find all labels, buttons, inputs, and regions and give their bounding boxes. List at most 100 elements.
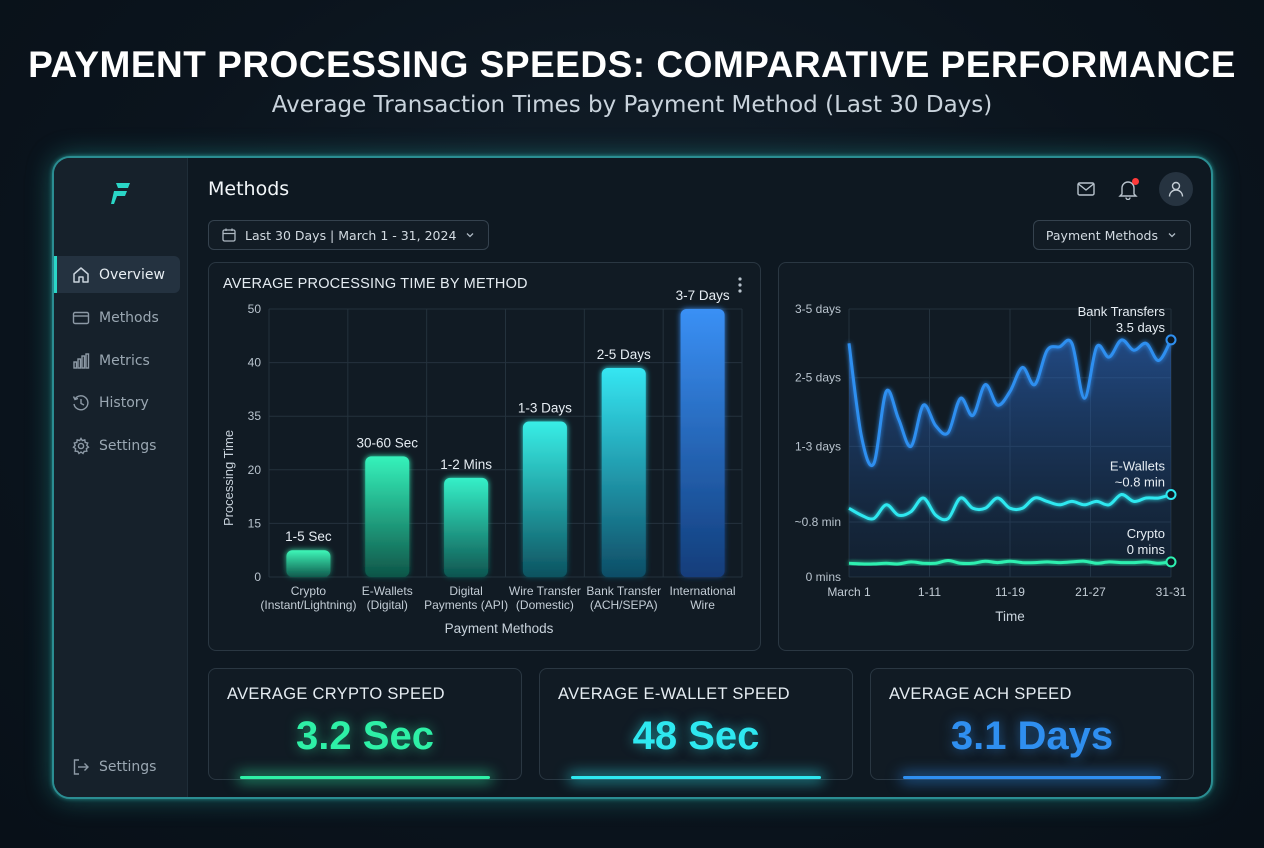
bar-category-label: (Instant/Lightning) — [260, 598, 356, 612]
sidebar-item-history[interactable]: History — [54, 384, 180, 421]
page-title: Methods — [208, 178, 290, 200]
bar-category-label: Wire — [690, 598, 715, 612]
bar-y-tick-label: 0 — [254, 570, 261, 584]
bar-category-label: (ACH/SEPA) — [590, 598, 658, 612]
bar-category-label: (Digital) — [367, 598, 408, 612]
page-header-subtitle: Average Transaction Times by Payment Met… — [271, 92, 993, 118]
line-x-tick-label: 11-19 — [995, 585, 1025, 599]
home-icon — [73, 266, 89, 283]
sidebar: Overview Methods Metrics History Setting… — [54, 158, 188, 797]
series-end-point[interactable] — [1165, 556, 1177, 568]
kpi-value: 3.2 Sec — [296, 714, 434, 758]
notifications-button[interactable] — [1117, 178, 1139, 201]
bar[interactable] — [680, 309, 725, 577]
line-y-tick-label: 2-5 days — [795, 371, 841, 385]
sidebar-item-overview[interactable]: Overview — [54, 256, 180, 293]
payment-methods-dropdown[interactable]: Payment Methods — [1032, 220, 1191, 250]
sidebar-item-label: Metrics — [99, 352, 150, 369]
bar-data-label: 2-5 Days — [597, 347, 651, 362]
calendar-icon — [222, 228, 236, 242]
bar[interactable] — [286, 550, 331, 577]
series-end-point[interactable] — [1165, 334, 1177, 346]
bar[interactable] — [601, 367, 646, 577]
sidebar-item-metrics[interactable]: Metrics — [54, 342, 180, 379]
notification-badge — [1132, 178, 1139, 185]
bar-y-tick-label: 40 — [248, 356, 262, 370]
kpi-glow-bar — [903, 776, 1161, 779]
bar-data-label: 30-60 Sec — [356, 435, 418, 450]
bar[interactable] — [444, 477, 489, 577]
sidebar-item-label: History — [99, 394, 149, 411]
line-y-tick-label: 3-5 days — [795, 302, 841, 316]
bar-data-label: 1-5 Sec — [285, 529, 332, 544]
more-options-icon[interactable] — [738, 277, 742, 293]
bar-y-tick-label: 35 — [248, 409, 262, 423]
kpi-label: AVERAGE E-WALLET SPEED — [558, 685, 790, 703]
bar-chart: 0 15 20 35 40 50 1-5 Sec Crypto(Instant/Lightni… — [221, 288, 743, 636]
series-line[interactable] — [848, 493, 1172, 522]
bar-category-label: Bank Transfer — [586, 584, 661, 598]
bar-chart-card: AVERAGE PROCESSING TIME BY METHOD 0 15 20 3… — [208, 262, 761, 651]
line-chart-card: 0 mins ~0.8 min 1-3 days 2-5 days 3-5 days Ma… — [778, 262, 1194, 651]
bar-category-label: Wire Transfer — [509, 584, 581, 598]
payment-methods-label: Payment Methods — [1045, 227, 1158, 243]
date-range-dropdown[interactable]: Last 30 Days | March 1 - 31, 2024 — [208, 220, 490, 250]
sidebar-item-label: Methods — [99, 309, 159, 326]
chevron-down-icon — [1168, 233, 1176, 238]
kpi-value: 48 Sec — [632, 714, 760, 758]
line-y-tick-label: ~0.8 min — [795, 515, 841, 529]
series-end-point[interactable] — [1165, 489, 1177, 501]
gear-icon — [72, 436, 90, 455]
bar-x-axis-label: Payment Methods — [445, 621, 554, 636]
line-x-axis-label: Time — [995, 609, 1025, 624]
bar-y-tick-label: 50 — [248, 302, 262, 316]
avatar[interactable] — [1159, 172, 1193, 206]
bar-data-label: 1-3 Days — [518, 401, 572, 416]
bar-y-tick-label: 15 — [248, 516, 262, 530]
line-y-tick-label: 0 mins — [806, 570, 841, 584]
bank-transfers-area — [849, 339, 1171, 577]
sidebar-item-label: Settings — [99, 758, 157, 775]
date-range-label: Last 30 Days | March 1 - 31, 2024 — [245, 227, 457, 243]
series-name-label: Bank Transfers — [1078, 304, 1166, 319]
kpi-glow-bar — [571, 776, 821, 779]
series-value-label: ~0.8 min — [1115, 475, 1165, 490]
bar[interactable] — [522, 421, 567, 577]
series-line[interactable] — [847, 338, 1173, 467]
sidebar-item-settings[interactable]: Settings — [54, 427, 180, 464]
bar-category-label: E-Wallets — [362, 584, 413, 598]
user-icon — [1168, 181, 1184, 197]
kpi-card-crypto: AVERAGE CRYPTO SPEED 3.2 Sec — [208, 668, 522, 780]
card-icon — [72, 311, 90, 324]
bar-chart-title: AVERAGE PROCESSING TIME BY METHOD — [223, 276, 528, 292]
line-x-tick-label: 1-11 — [918, 585, 941, 599]
sidebar-item-methods[interactable]: Methods — [54, 299, 180, 336]
bar-category-label: (Domestic) — [516, 598, 574, 612]
bar-category-label: International — [670, 584, 736, 598]
bar-category-label: Payments (API) — [424, 598, 508, 612]
line-x-tick-label: March 1 — [827, 585, 871, 599]
line-y-tick-label: 1-3 days — [795, 439, 841, 453]
top-toolbar — [1075, 172, 1193, 206]
series-value-label: 3.5 days — [1116, 320, 1166, 335]
bar-data-label: 1-2 Mins — [440, 457, 492, 472]
app-logo-icon — [111, 183, 130, 204]
mail-button[interactable] — [1075, 178, 1097, 200]
sidebar-item-bottom-settings[interactable]: Settings — [54, 748, 180, 785]
bar[interactable] — [365, 456, 410, 577]
kpi-label: AVERAGE CRYPTO SPEED — [227, 685, 445, 703]
sidebar-item-label: Settings — [99, 437, 157, 454]
sidebar-item-label: Overview — [99, 266, 165, 283]
series-name-label: E-Wallets — [1110, 459, 1166, 474]
bar-chart-icon — [73, 352, 90, 369]
kpi-card-ewallet: AVERAGE E-WALLET SPEED 48 Sec — [539, 668, 853, 780]
bar-category-label: Digital — [449, 584, 482, 598]
main-content: Methods Last 30 Days | March 1 - 31, 202… — [189, 158, 1211, 797]
series-line[interactable] — [848, 558, 1172, 566]
bell-icon — [1118, 181, 1138, 201]
bar-category-label: Crypto — [291, 584, 327, 598]
chevron-down-icon — [466, 233, 474, 238]
history-icon — [72, 394, 89, 410]
bar-y-axis-label: Processing Time — [221, 430, 236, 526]
series-value-label: 0 mins — [1127, 542, 1166, 557]
